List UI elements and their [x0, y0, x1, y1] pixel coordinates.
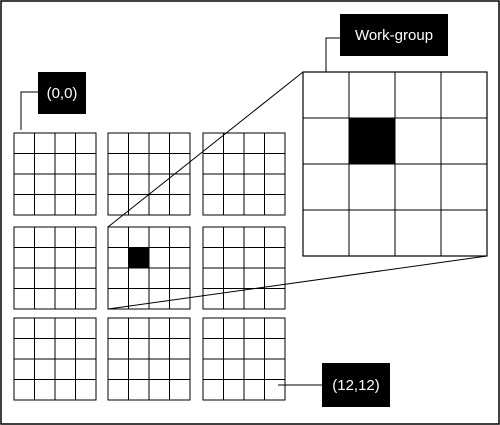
- end-label-bg: [322, 363, 390, 407]
- block-0-1: [107, 132, 191, 216]
- block-2-2: [202, 317, 286, 401]
- origin-label-bg: [38, 72, 86, 114]
- block-1-2: [202, 226, 286, 310]
- block-grid: [13, 132, 286, 401]
- zoom-highlighted-cell: [349, 118, 395, 164]
- workgroup-label-bg: [340, 14, 448, 56]
- block-1-0: [13, 226, 97, 310]
- origin-label: (0,0): [38, 72, 86, 114]
- block-0-0: [13, 132, 97, 216]
- workgroup-leader-line: [325, 37, 340, 72]
- zoom-line-bottom: [107, 255, 488, 310]
- block-2-0: [13, 317, 97, 401]
- block-2-1: [107, 317, 191, 401]
- origin-label-text: (0,0): [47, 85, 78, 102]
- end-label: (12,12): [322, 363, 390, 407]
- origin-leader-line: [20, 91, 38, 130]
- workgroup-label-text: Work-group: [355, 27, 433, 44]
- workgroup-zoom-grid: [302, 71, 488, 257]
- highlighted-cell: [128, 247, 149, 268]
- block-0-2: [202, 132, 286, 216]
- zoom-connector-lines: [107, 71, 488, 310]
- workgroup-label: Work-group: [340, 14, 448, 56]
- end-label-text: (12,12): [332, 377, 380, 394]
- block-1-1: [107, 226, 191, 310]
- zoom-line-top: [107, 71, 304, 228]
